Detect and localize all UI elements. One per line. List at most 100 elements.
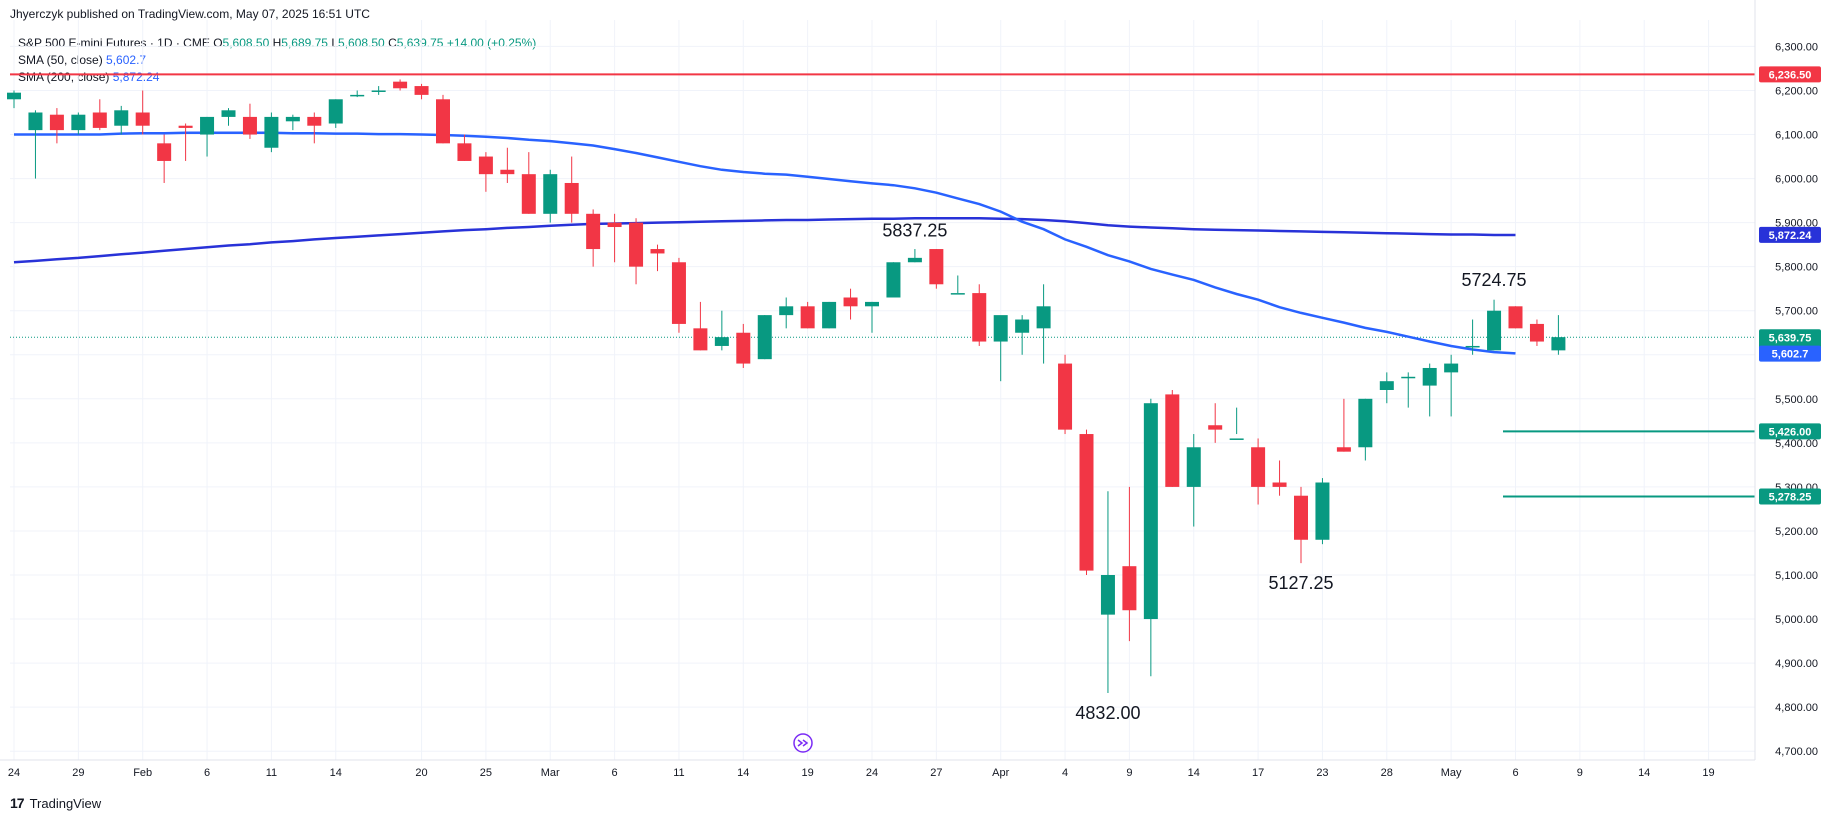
candle-body (671, 262, 686, 324)
candle (843, 288, 858, 320)
grid (10, 20, 1755, 760)
candle (929, 249, 944, 289)
candle-body (757, 315, 772, 360)
candle-body (629, 222, 644, 267)
price-tick-label: 5,900.00 (1775, 218, 1818, 230)
candle-body (1186, 447, 1201, 487)
candle (1251, 438, 1266, 505)
time-tick-label: 24 (8, 767, 20, 779)
candle (1551, 315, 1566, 355)
candle (500, 147, 515, 183)
time-tick-label: 23 (1316, 767, 1328, 779)
candle (1015, 315, 1030, 355)
candle-body (92, 112, 107, 128)
candle-body (1508, 306, 1523, 329)
sma50-row[interactable]: SMA (50, close) 5,602.7 (18, 52, 536, 69)
candle-body (972, 293, 987, 342)
time-tick-label: 24 (866, 767, 878, 779)
price-tag: 6,236.50 (1759, 66, 1821, 83)
candle (1358, 398, 1373, 461)
candle (714, 310, 729, 351)
time-tick-label: Apr (992, 767, 1009, 779)
candle-body (736, 332, 751, 364)
low-label: L (331, 36, 339, 50)
candle (221, 108, 236, 126)
candle (736, 323, 751, 368)
candle (757, 315, 772, 360)
price-tick-label: 5,700.00 (1775, 306, 1818, 318)
price-tick-label: 5,800.00 (1775, 262, 1818, 274)
candle (1036, 284, 1051, 364)
candle (135, 90, 150, 135)
candle (1294, 486, 1308, 564)
candle (1143, 398, 1158, 677)
candle (393, 79, 408, 91)
candle (1229, 407, 1244, 440)
price-axis[interactable]: 6,300.00 6,200.00 6,100.00 6,000.00 5,900.00… (1754, 0, 1818, 760)
time-tick-label: 25 (480, 767, 492, 779)
candle-body (1358, 398, 1373, 448)
time-tick-label: 19 (1702, 767, 1714, 779)
candle-body (1401, 376, 1416, 379)
candle-body (1015, 319, 1030, 333)
price-tag: 5,872.24 (1759, 226, 1821, 243)
candle-body (800, 306, 815, 329)
candle-body (1465, 345, 1480, 348)
candle (1401, 372, 1416, 408)
candle (457, 134, 472, 161)
price-tag-bg (1759, 488, 1821, 505)
candle (7, 90, 21, 109)
candle (1058, 354, 1073, 435)
candle-body (1444, 363, 1459, 373)
time-tick-label: 27 (930, 767, 942, 779)
candle (907, 249, 922, 263)
candle-body (564, 182, 579, 214)
time-tick-label: 6 (1512, 767, 1518, 779)
time-tick-label: 9 (1126, 767, 1132, 779)
annotations: 5837.25 5724.75 5127.25 4832.00 (882, 220, 1526, 723)
price-tick-label: 4,900.00 (1775, 658, 1818, 670)
candle-body (607, 222, 622, 228)
candle (1465, 319, 1480, 355)
price-tag: 5,602.7 (1759, 345, 1821, 362)
candle-body (1529, 323, 1544, 342)
candle-body (1336, 447, 1351, 452)
candle-body (157, 143, 172, 161)
sma50-value: 5,602.7 (106, 53, 147, 67)
candle (1379, 372, 1394, 404)
price-tick-label: 5,000.00 (1775, 614, 1818, 626)
candle (607, 213, 622, 263)
candle (200, 116, 215, 157)
candle (629, 218, 644, 285)
candle (543, 169, 558, 223)
time-tick-label: May (1441, 767, 1462, 779)
price-tag-bg (1759, 66, 1821, 83)
price-tag-label: 5,872.24 (1769, 230, 1813, 242)
candle-body (478, 156, 493, 175)
footer: 17 TradingView (10, 795, 101, 811)
candle (478, 152, 493, 192)
candle-body (929, 249, 944, 285)
candle-body (543, 174, 558, 214)
time-tick-label: 6 (204, 767, 210, 779)
candle (822, 301, 837, 329)
price-tag-label: 5,426.00 (1769, 426, 1812, 438)
candle-body (993, 315, 1008, 342)
price-annotation: 5724.75 (1462, 270, 1527, 290)
replay-icon[interactable] (793, 733, 813, 753)
candle-body (1294, 495, 1308, 540)
time-axis[interactable]: 24 29 Feb 6 11 14 20 25 Mar 6 11 14 19 24 27 Apr 4 9 14 17 2… (0, 759, 1755, 779)
candle-body (693, 328, 708, 351)
candle-body (1272, 482, 1287, 487)
candle-body (371, 90, 386, 92)
candle (1508, 306, 1523, 329)
candle (779, 297, 794, 329)
candle-body (1422, 367, 1437, 386)
candle (564, 156, 579, 223)
candle-body (521, 174, 536, 214)
candle-body (221, 110, 236, 117)
candle (1487, 299, 1502, 351)
candle-body (1251, 447, 1266, 487)
candle-body (328, 99, 343, 124)
